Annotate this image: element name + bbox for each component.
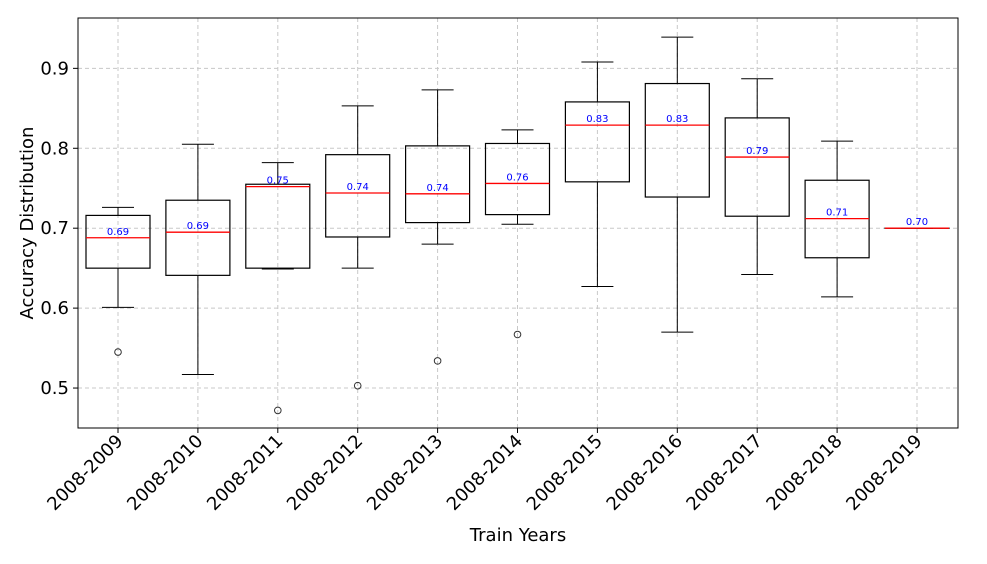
median-label: 0.75: [267, 176, 289, 187]
outlier-point: [513, 330, 522, 339]
x-tick-label: 2008-2017: [683, 431, 767, 515]
box-2008-2010: 0.69: [165, 143, 231, 375]
iqr-box: [644, 82, 710, 198]
iqr-box: [85, 214, 151, 269]
median-label: 0.83: [666, 114, 688, 125]
x-tick-label: 2008-2019: [842, 431, 926, 515]
median-label: 0.83: [586, 114, 608, 125]
x-tick-label: 2008-2013: [363, 431, 447, 515]
x-tick-label: 2008-2009: [43, 431, 127, 515]
y-axis-label: Accuracy Distribution: [17, 127, 38, 320]
x-axis-label: Train Years: [469, 525, 566, 546]
iqr-box: [325, 154, 391, 238]
x-tick-label: 2008-2011: [203, 431, 287, 515]
iqr-box: [484, 142, 551, 216]
outlier-point: [274, 406, 282, 415]
x-axis-ticks: 2008-20092008-20102008-20112008-20122008…: [43, 428, 927, 515]
iqr-box: [165, 199, 231, 276]
median-label: 0.69: [187, 221, 209, 232]
box-2008-2009: 0.69: [85, 206, 151, 356]
x-tick-label: 2008-2015: [523, 431, 607, 515]
box-2008-2016: 0.83: [644, 36, 710, 333]
box-2008-2019: 0.70: [884, 217, 950, 229]
outlier-point: [114, 348, 122, 356]
iqr-box: [724, 117, 790, 217]
box-2008-2015: 0.83: [564, 61, 631, 288]
y-tick-label: 0.9: [40, 58, 69, 79]
box-2008-2018: 0.71: [804, 140, 870, 298]
outlier-point: [353, 381, 362, 390]
median-label: 0.71: [826, 208, 848, 219]
iqr-box: [405, 145, 471, 224]
iqr-box: [245, 183, 311, 269]
box-2008-2012: 0.74: [325, 105, 391, 390]
x-tick-label: 2008-2014: [443, 431, 527, 515]
box-2008-2013: 0.74: [405, 89, 471, 365]
y-tick-label: 0.8: [40, 138, 69, 159]
box-2008-2011: 0.75: [245, 162, 311, 415]
median-label: 0.69: [107, 227, 129, 238]
box-series: 0.69 0.69 0.75 0.74 0.74 0.76 0.83 0.83 0.79 0.71…: [85, 36, 950, 415]
outlier-point: [433, 357, 442, 365]
y-axis-ticks: 0.5 0.6 0.7 0.8 0.9: [40, 58, 78, 399]
median-label: 0.76: [506, 172, 528, 183]
median-label: 0.79: [746, 146, 768, 157]
y-tick-label: 0.5: [40, 378, 69, 399]
median-label: 0.74: [426, 183, 448, 194]
median-label: 0.70: [906, 217, 928, 228]
x-tick-label: 2008-2010: [123, 431, 207, 515]
x-tick-label: 2008-2018: [762, 431, 846, 515]
box-2008-2014: 0.76: [484, 129, 551, 339]
median-label: 0.74: [347, 182, 369, 193]
y-tick-label: 0.7: [40, 218, 69, 239]
box-2008-2017: 0.79: [724, 78, 790, 276]
x-tick-label: 2008-2016: [603, 431, 687, 515]
iqr-box: [564, 101, 631, 183]
y-tick-label: 0.6: [40, 298, 69, 319]
x-tick-label: 2008-2012: [283, 431, 367, 515]
